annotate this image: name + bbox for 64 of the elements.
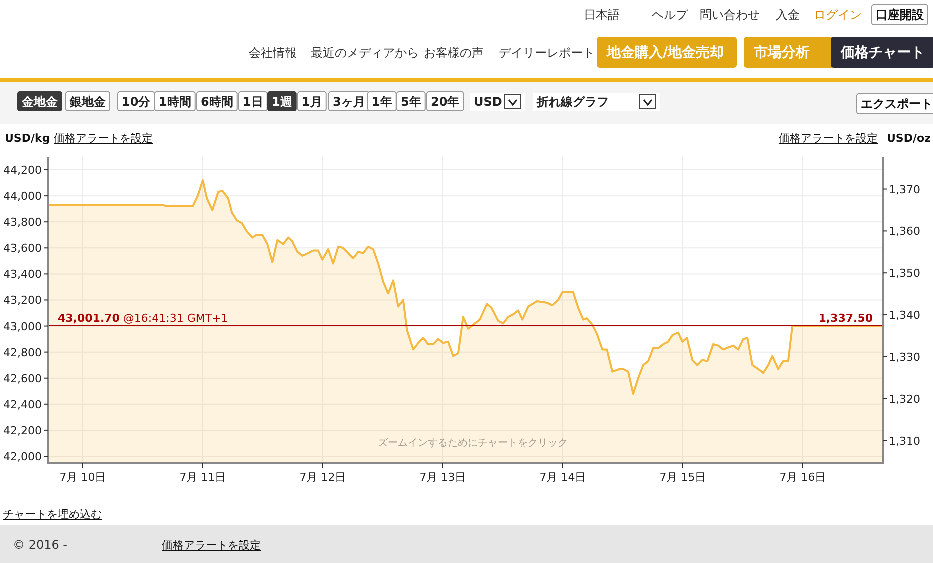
text: 6時間: [201, 95, 234, 109]
text: 日本語: [584, 8, 620, 22]
y2-tick-label: 1,350: [889, 267, 920, 280]
y-tick-label: 43,000: [4, 320, 42, 334]
y-tick-label: 44,200: [4, 164, 42, 178]
text: 価格チャート: [840, 45, 925, 61]
annotation: ズームインするためにチャートをクリック: [378, 437, 568, 449]
text: エクスポート: [861, 97, 933, 111]
text: 価格アラートを設定: [54, 132, 153, 145]
text: 価格アラートを設定: [779, 132, 878, 145]
x-tick-label: 7月 11日: [180, 471, 226, 484]
text: 口座開設: [876, 8, 925, 22]
text: 最近のメディアから: [311, 46, 419, 60]
y-tick-label: 43,400: [4, 268, 42, 282]
text: 1月: [302, 95, 322, 109]
text: 5年: [401, 95, 422, 109]
text: 3ヶ月: [333, 95, 366, 109]
y-tick-label: 44,000: [4, 190, 42, 204]
y-tick-label: 42,200: [4, 424, 42, 438]
y-axis-title: USD/kg: [5, 132, 50, 145]
y2-tick-label: 1,330: [889, 350, 920, 364]
x-tick-label: 7月 16日: [780, 471, 826, 484]
y-tick-label: 42,000: [4, 450, 42, 464]
text: 1時間: [159, 95, 192, 109]
text: 会社情報: [249, 46, 297, 60]
x-tick-label: 7月 10日: [60, 471, 106, 484]
y-tick-label: 43,600: [4, 242, 42, 256]
text: 1週: [272, 95, 294, 109]
text: ログイン: [814, 8, 862, 22]
y2-tick-label: 1,310: [889, 434, 920, 448]
text: 地金購入/地金売却: [606, 45, 724, 61]
y2-axis-title: USD/oz: [887, 132, 931, 145]
text: 1日: [243, 95, 264, 109]
annotation: 1,337.50: [818, 312, 874, 326]
text: デイリーレポート: [499, 46, 595, 60]
text: 価格アラートを設定: [162, 539, 261, 552]
text: 1年: [372, 95, 392, 109]
y-tick-label: 42,600: [4, 372, 42, 386]
text: 10分: [122, 95, 152, 109]
ref-line-label: 43,001.70 @16:41:31 GMT+1: [58, 312, 228, 326]
text: 問い合わせ: [700, 8, 760, 22]
text: 入金: [776, 8, 800, 22]
y2-tick-label: 1,360: [889, 225, 920, 238]
y2-tick-label: 1,370: [889, 183, 920, 196]
y-tick-label: 43,800: [4, 216, 42, 230]
x-tick-label: 7月 15日: [660, 471, 706, 484]
y2-tick-label: 1,340: [889, 309, 920, 322]
x-tick-label: 7月 14日: [540, 471, 586, 484]
text: USD: [474, 95, 502, 109]
y-tick-label: 43,200: [4, 294, 42, 308]
text: 金地金: [21, 95, 59, 109]
text: 折れ線グラフ: [536, 95, 609, 109]
x-tick-label: 7月 13日: [420, 471, 466, 484]
text: チャートを埋め込む: [3, 508, 102, 521]
y2-tick-label: 1,320: [889, 392, 920, 406]
text: 銀地金: [69, 95, 107, 109]
text: お客様の声: [424, 46, 484, 60]
text: 市場分析: [753, 44, 810, 61]
text: ヘルプ: [652, 8, 689, 22]
text: © 2016 -: [13, 538, 68, 552]
x-tick-label: 7月 12日: [300, 471, 346, 484]
y-tick-label: 42,400: [4, 398, 42, 412]
y-tick-label: 42,800: [4, 346, 42, 360]
text: 20年: [431, 95, 460, 109]
